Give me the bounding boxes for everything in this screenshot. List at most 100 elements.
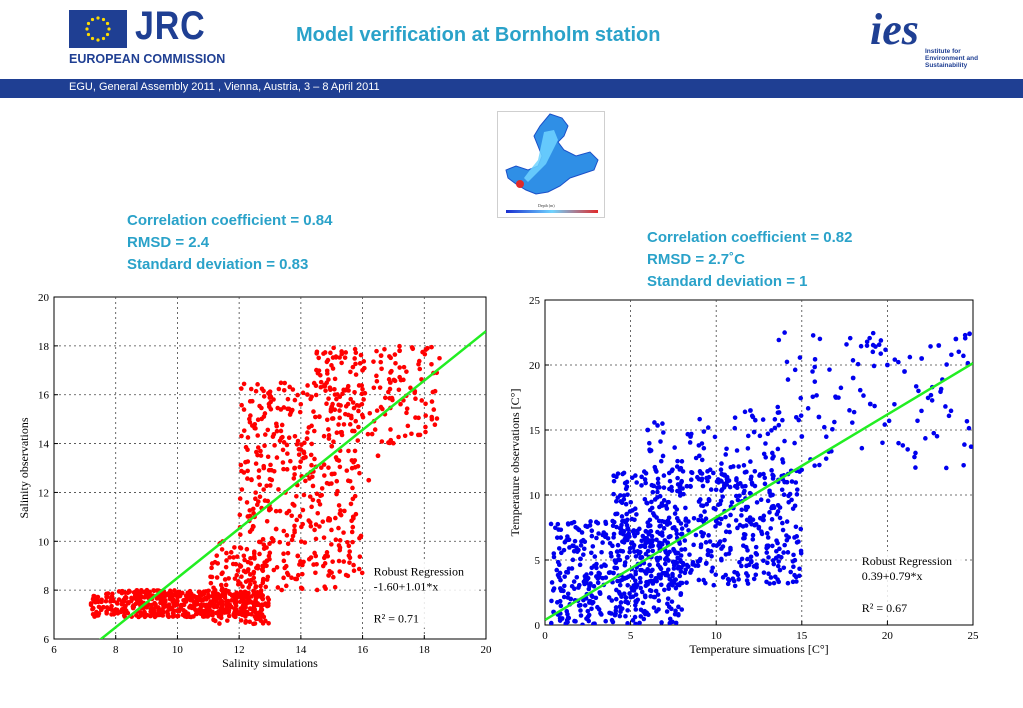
data-point <box>590 544 596 549</box>
data-point <box>724 446 729 452</box>
temperature-std-dev: Standard deviation = 1 <box>647 273 808 290</box>
ies-subtitle-line: Sustainability <box>925 62 968 69</box>
data-point <box>612 565 617 571</box>
data-point <box>195 601 200 607</box>
data-point <box>595 576 601 581</box>
temperature-rmsd: RMSD = 2.7˚C <box>647 251 745 268</box>
data-point <box>625 554 630 560</box>
data-point <box>812 357 818 362</box>
data-point <box>621 493 627 498</box>
data-point <box>768 526 774 531</box>
data-point <box>912 454 917 460</box>
data-point <box>559 550 564 556</box>
data-point <box>93 599 98 605</box>
data-point <box>307 520 313 525</box>
eu-star <box>101 36 106 41</box>
data-point <box>281 528 287 534</box>
data-point <box>144 604 149 610</box>
data-point <box>159 607 165 613</box>
data-point <box>570 557 576 563</box>
data-point <box>252 556 257 561</box>
ies-logo-text: ies <box>870 5 919 54</box>
data-point <box>761 570 767 575</box>
data-point <box>329 542 334 547</box>
data-point <box>665 596 671 601</box>
data-point <box>202 603 207 608</box>
data-point <box>336 525 341 531</box>
data-point <box>347 560 352 565</box>
data-point <box>283 583 289 589</box>
data-point <box>660 421 665 426</box>
data-point <box>304 436 310 442</box>
data-point <box>251 569 257 575</box>
data-point <box>675 475 680 481</box>
data-point <box>582 581 587 587</box>
data-point <box>703 561 709 566</box>
data-point <box>798 548 804 554</box>
data-point <box>388 427 393 432</box>
data-point <box>348 396 353 402</box>
data-point <box>770 543 775 549</box>
data-point <box>351 562 356 568</box>
data-point <box>259 386 265 392</box>
data-point <box>739 563 744 569</box>
data-point <box>725 581 731 587</box>
data-point <box>624 484 630 490</box>
data-point <box>662 561 668 567</box>
data-point <box>661 473 667 478</box>
data-point <box>663 572 668 578</box>
data-point <box>339 351 345 357</box>
data-point <box>245 559 251 565</box>
data-point <box>751 429 757 435</box>
data-point <box>575 526 580 531</box>
bornholm-station-marker <box>516 180 524 188</box>
data-point <box>580 622 585 625</box>
data-point <box>374 348 379 354</box>
european-commission-text: EUROPEAN COMMISSION <box>69 52 226 66</box>
data-point <box>265 454 271 460</box>
data-point <box>670 583 675 588</box>
data-point <box>185 590 191 596</box>
data-point <box>261 542 267 547</box>
data-point <box>301 455 306 461</box>
data-point <box>613 608 619 614</box>
eu-star <box>105 21 110 26</box>
data-point <box>847 335 853 341</box>
data-point <box>548 521 554 527</box>
data-point <box>181 597 186 603</box>
data-point <box>99 599 104 605</box>
data-point <box>625 608 630 613</box>
data-point <box>310 483 316 489</box>
data-point <box>347 422 353 427</box>
data-point <box>332 584 338 590</box>
data-point <box>249 477 254 482</box>
data-point <box>779 554 784 560</box>
data-point <box>735 572 741 578</box>
data-point <box>775 509 781 514</box>
data-point <box>915 418 920 424</box>
data-point <box>657 523 662 529</box>
data-point <box>263 584 269 590</box>
data-point <box>745 446 751 451</box>
data-point <box>651 594 657 600</box>
data-point <box>719 557 724 563</box>
data-point <box>711 582 717 588</box>
data-point <box>707 539 713 544</box>
data-point <box>309 504 314 510</box>
data-point <box>737 522 743 528</box>
data-point <box>617 525 623 531</box>
data-point <box>338 512 344 518</box>
data-point <box>790 579 796 585</box>
data-point <box>252 580 257 585</box>
data-point <box>333 537 339 542</box>
data-point <box>623 595 629 600</box>
data-point <box>396 434 401 440</box>
data-point <box>647 440 652 446</box>
data-point <box>766 571 771 577</box>
data-point <box>548 620 554 625</box>
data-point <box>701 429 707 434</box>
data-point <box>735 497 741 503</box>
data-point <box>318 465 324 470</box>
data-point <box>745 556 750 562</box>
data-point <box>251 575 257 581</box>
